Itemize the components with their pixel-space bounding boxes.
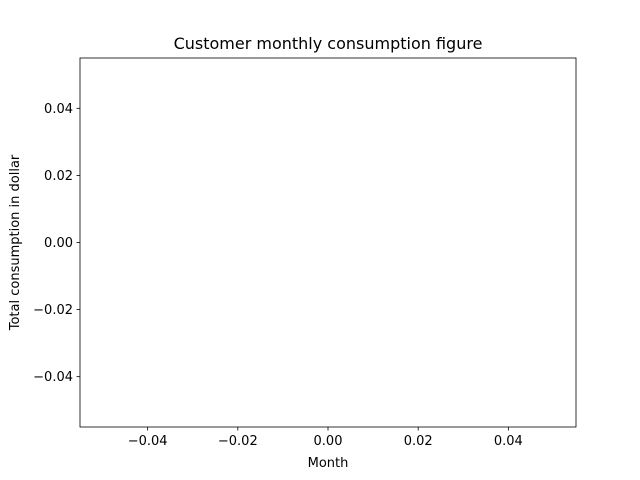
y-axis-ticks: −0.04 −0.02 0.00 0.02 0.04 xyxy=(33,102,80,385)
y-tick-label: 0.04 xyxy=(44,102,73,117)
y-tick-label: 0.00 xyxy=(44,236,73,251)
x-axis-ticks: −0.04 −0.02 0.00 0.02 0.04 xyxy=(128,427,523,449)
x-tick-label: −0.02 xyxy=(218,434,258,449)
y-tick-label: 0.02 xyxy=(44,169,73,184)
x-axis-label: Month xyxy=(308,456,349,471)
chart-title: Customer monthly consumption figure xyxy=(174,34,483,53)
x-tick-label: −0.04 xyxy=(128,434,168,449)
y-tick-label: −0.02 xyxy=(33,303,73,318)
x-tick-label: 0.04 xyxy=(494,434,523,449)
x-tick-label: 0.02 xyxy=(404,434,433,449)
y-axis-label: Total consumption in dollar xyxy=(8,154,23,331)
x-tick-label: 0.00 xyxy=(314,434,343,449)
y-tick-label: −0.04 xyxy=(33,370,73,385)
